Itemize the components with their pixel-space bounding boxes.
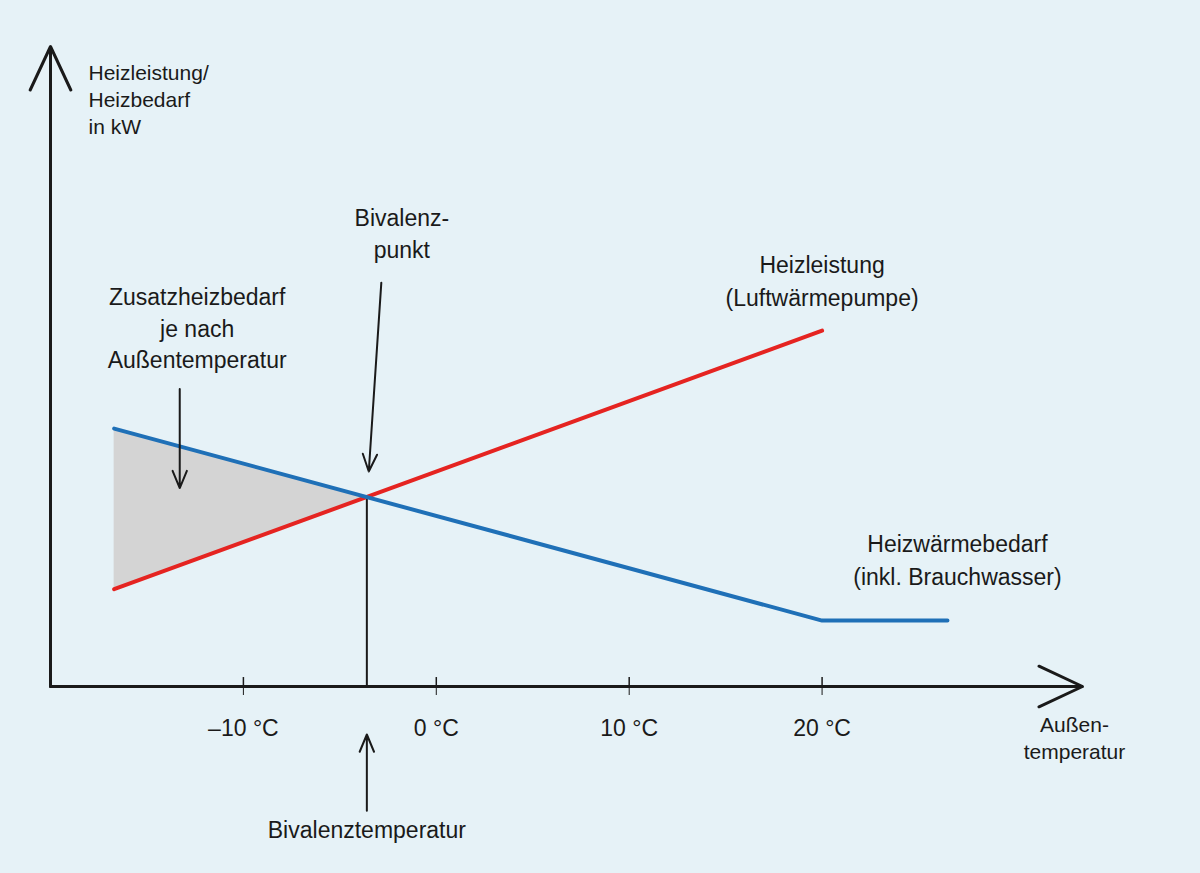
svg-text:0 °C: 0 °C <box>414 715 459 741</box>
svg-text:Heizleistung/Heizbedarfin kW: Heizleistung/Heizbedarfin kW <box>89 61 209 139</box>
svg-text:Heizwärmebedarf(inkl. Brauchwa: Heizwärmebedarf(inkl. Brauchwasser) <box>853 531 1061 590</box>
svg-text:10 °C: 10 °C <box>600 715 658 741</box>
svg-text:20 °C: 20 °C <box>793 715 851 741</box>
svg-text:–10 °C: –10 °C <box>208 715 279 741</box>
svg-text:Zusatzheizbedarfje nachAußente: Zusatzheizbedarfje nachAußentemperatur <box>108 284 287 372</box>
svg-text:Bivalenztemperatur: Bivalenztemperatur <box>268 817 466 843</box>
svg-text:Heizleistung(Luftwärmepumpe): Heizleistung(Luftwärmepumpe) <box>726 252 919 311</box>
svg-text:Außen-temperatur: Außen-temperatur <box>1024 713 1126 763</box>
svg-text:Bivalenz-punkt: Bivalenz-punkt <box>355 205 450 262</box>
